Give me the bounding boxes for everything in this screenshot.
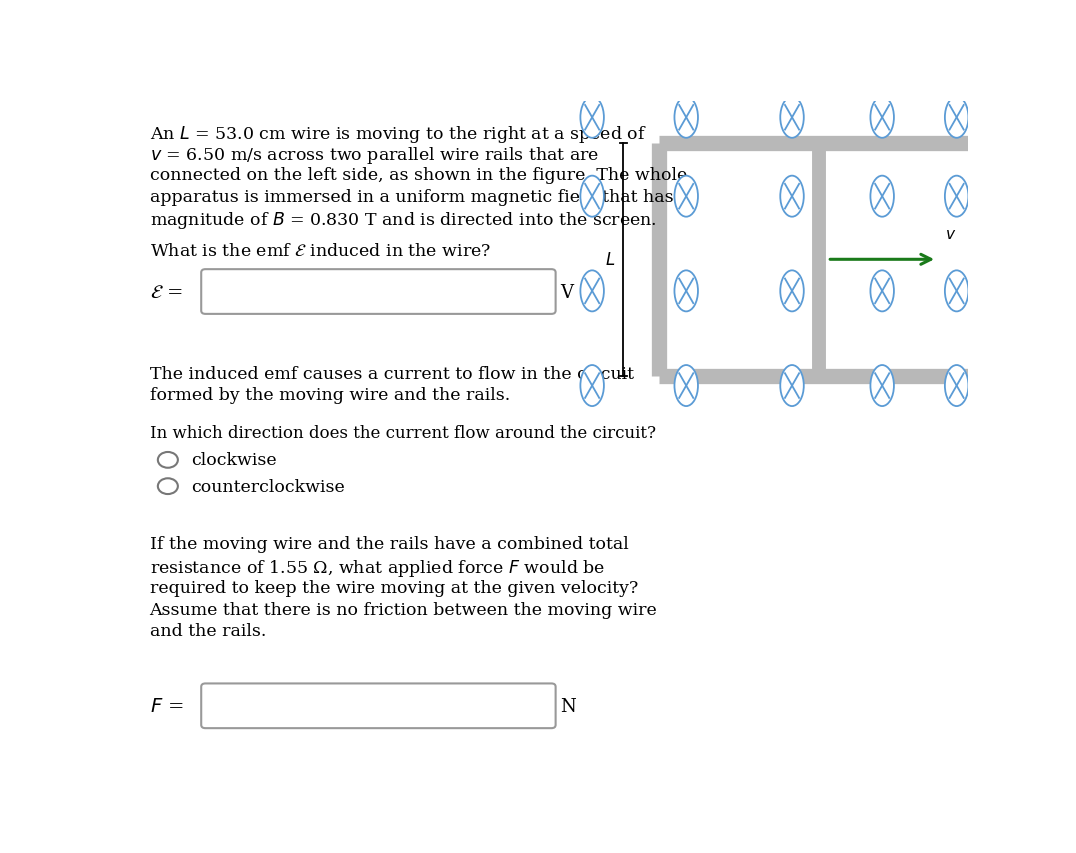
Ellipse shape bbox=[780, 177, 804, 218]
Text: What is the emf $\mathcal{E}$ induced in the wire?: What is the emf $\mathcal{E}$ induced in… bbox=[150, 242, 491, 259]
Text: resistance of 1.55 Ω, what applied force $F$ would be: resistance of 1.55 Ω, what applied force… bbox=[150, 558, 605, 578]
Ellipse shape bbox=[945, 271, 968, 312]
Text: apparatus is immersed in a uniform magnetic field that has a: apparatus is immersed in a uniform magne… bbox=[150, 189, 689, 206]
Ellipse shape bbox=[580, 271, 604, 312]
FancyBboxPatch shape bbox=[201, 270, 555, 315]
Ellipse shape bbox=[675, 366, 698, 407]
Ellipse shape bbox=[675, 177, 698, 218]
Text: clockwise: clockwise bbox=[192, 452, 277, 469]
Ellipse shape bbox=[780, 366, 804, 407]
Ellipse shape bbox=[945, 97, 968, 139]
Text: $v$: $v$ bbox=[945, 228, 957, 241]
Text: $F$ =: $F$ = bbox=[150, 698, 183, 716]
Ellipse shape bbox=[945, 366, 968, 407]
Text: counterclockwise: counterclockwise bbox=[192, 478, 345, 495]
Text: N: N bbox=[560, 698, 576, 716]
Ellipse shape bbox=[780, 97, 804, 139]
Ellipse shape bbox=[870, 177, 894, 218]
Text: connected on the left side, as shown in the figure. The whole: connected on the left side, as shown in … bbox=[150, 166, 686, 183]
Text: V: V bbox=[560, 284, 572, 302]
Text: The induced emf causes a current to flow in the circuit: The induced emf causes a current to flow… bbox=[150, 365, 634, 382]
Text: $v$ = 6.50 m/s across two parallel wire rails that are: $v$ = 6.50 m/s across two parallel wire … bbox=[150, 145, 599, 166]
Ellipse shape bbox=[870, 97, 894, 139]
Ellipse shape bbox=[870, 271, 894, 312]
Text: $\mathcal{E}$ =: $\mathcal{E}$ = bbox=[150, 284, 183, 302]
Ellipse shape bbox=[580, 97, 604, 139]
Text: In which direction does the current flow around the circuit?: In which direction does the current flow… bbox=[150, 424, 655, 441]
Ellipse shape bbox=[580, 366, 604, 407]
Text: formed by the moving wire and the rails.: formed by the moving wire and the rails. bbox=[150, 386, 510, 403]
Ellipse shape bbox=[945, 177, 968, 218]
Circle shape bbox=[158, 479, 178, 495]
Text: If the moving wire and the rails have a combined total: If the moving wire and the rails have a … bbox=[150, 536, 628, 553]
Ellipse shape bbox=[580, 177, 604, 218]
Ellipse shape bbox=[675, 97, 698, 139]
FancyBboxPatch shape bbox=[201, 683, 555, 728]
Text: magnitude of $B$ = 0.830 T and is directed into the screen.: magnitude of $B$ = 0.830 T and is direct… bbox=[150, 210, 656, 231]
Ellipse shape bbox=[675, 271, 698, 312]
Circle shape bbox=[158, 452, 178, 468]
Text: required to keep the wire moving at the given velocity?: required to keep the wire moving at the … bbox=[150, 579, 638, 596]
Text: $L$: $L$ bbox=[605, 252, 615, 269]
Text: and the rails.: and the rails. bbox=[150, 623, 266, 640]
Text: Assume that there is no friction between the moving wire: Assume that there is no friction between… bbox=[150, 601, 657, 618]
Ellipse shape bbox=[780, 271, 804, 312]
Ellipse shape bbox=[870, 366, 894, 407]
Text: An $L$ = 53.0 cm wire is moving to the right at a speed of: An $L$ = 53.0 cm wire is moving to the r… bbox=[150, 124, 647, 144]
